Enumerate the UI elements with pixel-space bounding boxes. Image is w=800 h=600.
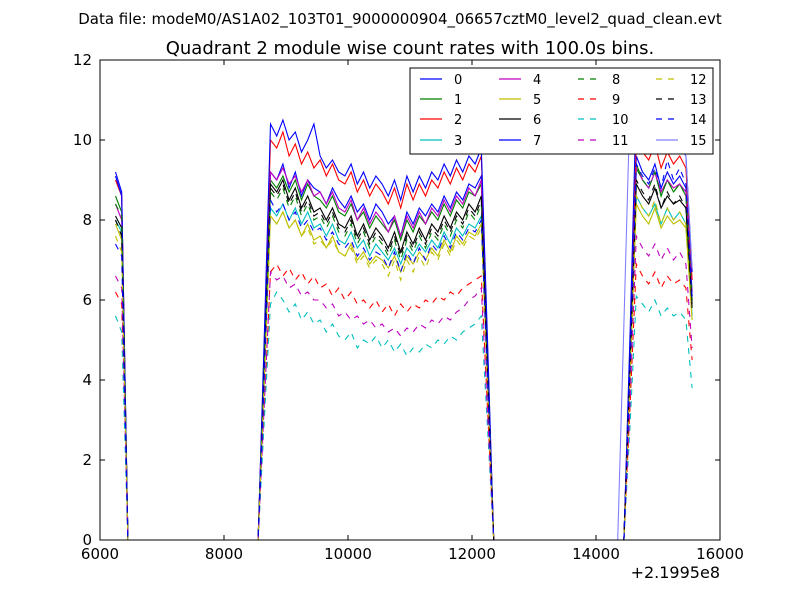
x-tick-label: 8000: [205, 545, 243, 563]
y-tick-label: 6: [82, 291, 92, 309]
legend-label-4: 4: [533, 73, 541, 88]
plot-frame: [99, 59, 721, 541]
series-line-1: [114, 163, 693, 540]
y-tick-label: 4: [82, 371, 92, 389]
legend-label-9: 9: [612, 93, 620, 108]
legend-label-7: 7: [533, 134, 541, 149]
series-line-6: [115, 178, 693, 540]
series-line-12: [114, 193, 693, 540]
series-line-13: [114, 177, 693, 540]
series-line-4: [114, 165, 693, 540]
legend-label-2: 2: [454, 113, 462, 128]
legend-label-13: 13: [690, 93, 707, 108]
x-tick-label: 14000: [572, 545, 620, 563]
series-line-5: [114, 201, 693, 540]
y-tick-label: 12: [73, 51, 92, 69]
legend-label-8: 8: [612, 73, 620, 88]
series-line-7: [114, 95, 693, 540]
y-tick-label: 8: [82, 211, 92, 229]
x-tick-label: 6000: [81, 545, 119, 563]
legend-label-6: 6: [533, 113, 541, 128]
legend-label-0: 0: [454, 73, 462, 88]
series-line-10: [114, 290, 693, 540]
series-line-11: [115, 233, 693, 540]
suptitle: Data file: modeM0/AS1A02_103T01_90000009…: [78, 10, 722, 29]
legend-label-5: 5: [533, 93, 541, 108]
series-line-2: [114, 130, 693, 540]
x-offset-label: +2.1995e8: [631, 563, 720, 582]
series-line-15: [115, 95, 693, 540]
y-tick-label: 10: [73, 131, 92, 149]
legend-label-11: 11: [612, 134, 629, 149]
y-tick-label: 2: [82, 451, 92, 469]
x-tick-label: 10000: [324, 545, 372, 563]
x-tick-label: 16000: [696, 545, 744, 563]
x-tick-label: 12000: [448, 545, 496, 563]
legend-label-10: 10: [612, 113, 629, 128]
legend-label-12: 12: [690, 73, 707, 88]
legend-label-3: 3: [454, 134, 462, 149]
series-line-9: [115, 261, 693, 540]
legend-label-1: 1: [454, 93, 462, 108]
legend-label-15: 15: [690, 134, 707, 149]
legend-label-14: 14: [690, 113, 707, 128]
y-tick-label: 0: [82, 531, 92, 549]
series-line-3: [115, 193, 693, 540]
series-line-0: [114, 155, 693, 540]
series-layer: [114, 95, 693, 540]
chart-title: Quadrant 2 module wise count rates with …: [166, 38, 655, 59]
